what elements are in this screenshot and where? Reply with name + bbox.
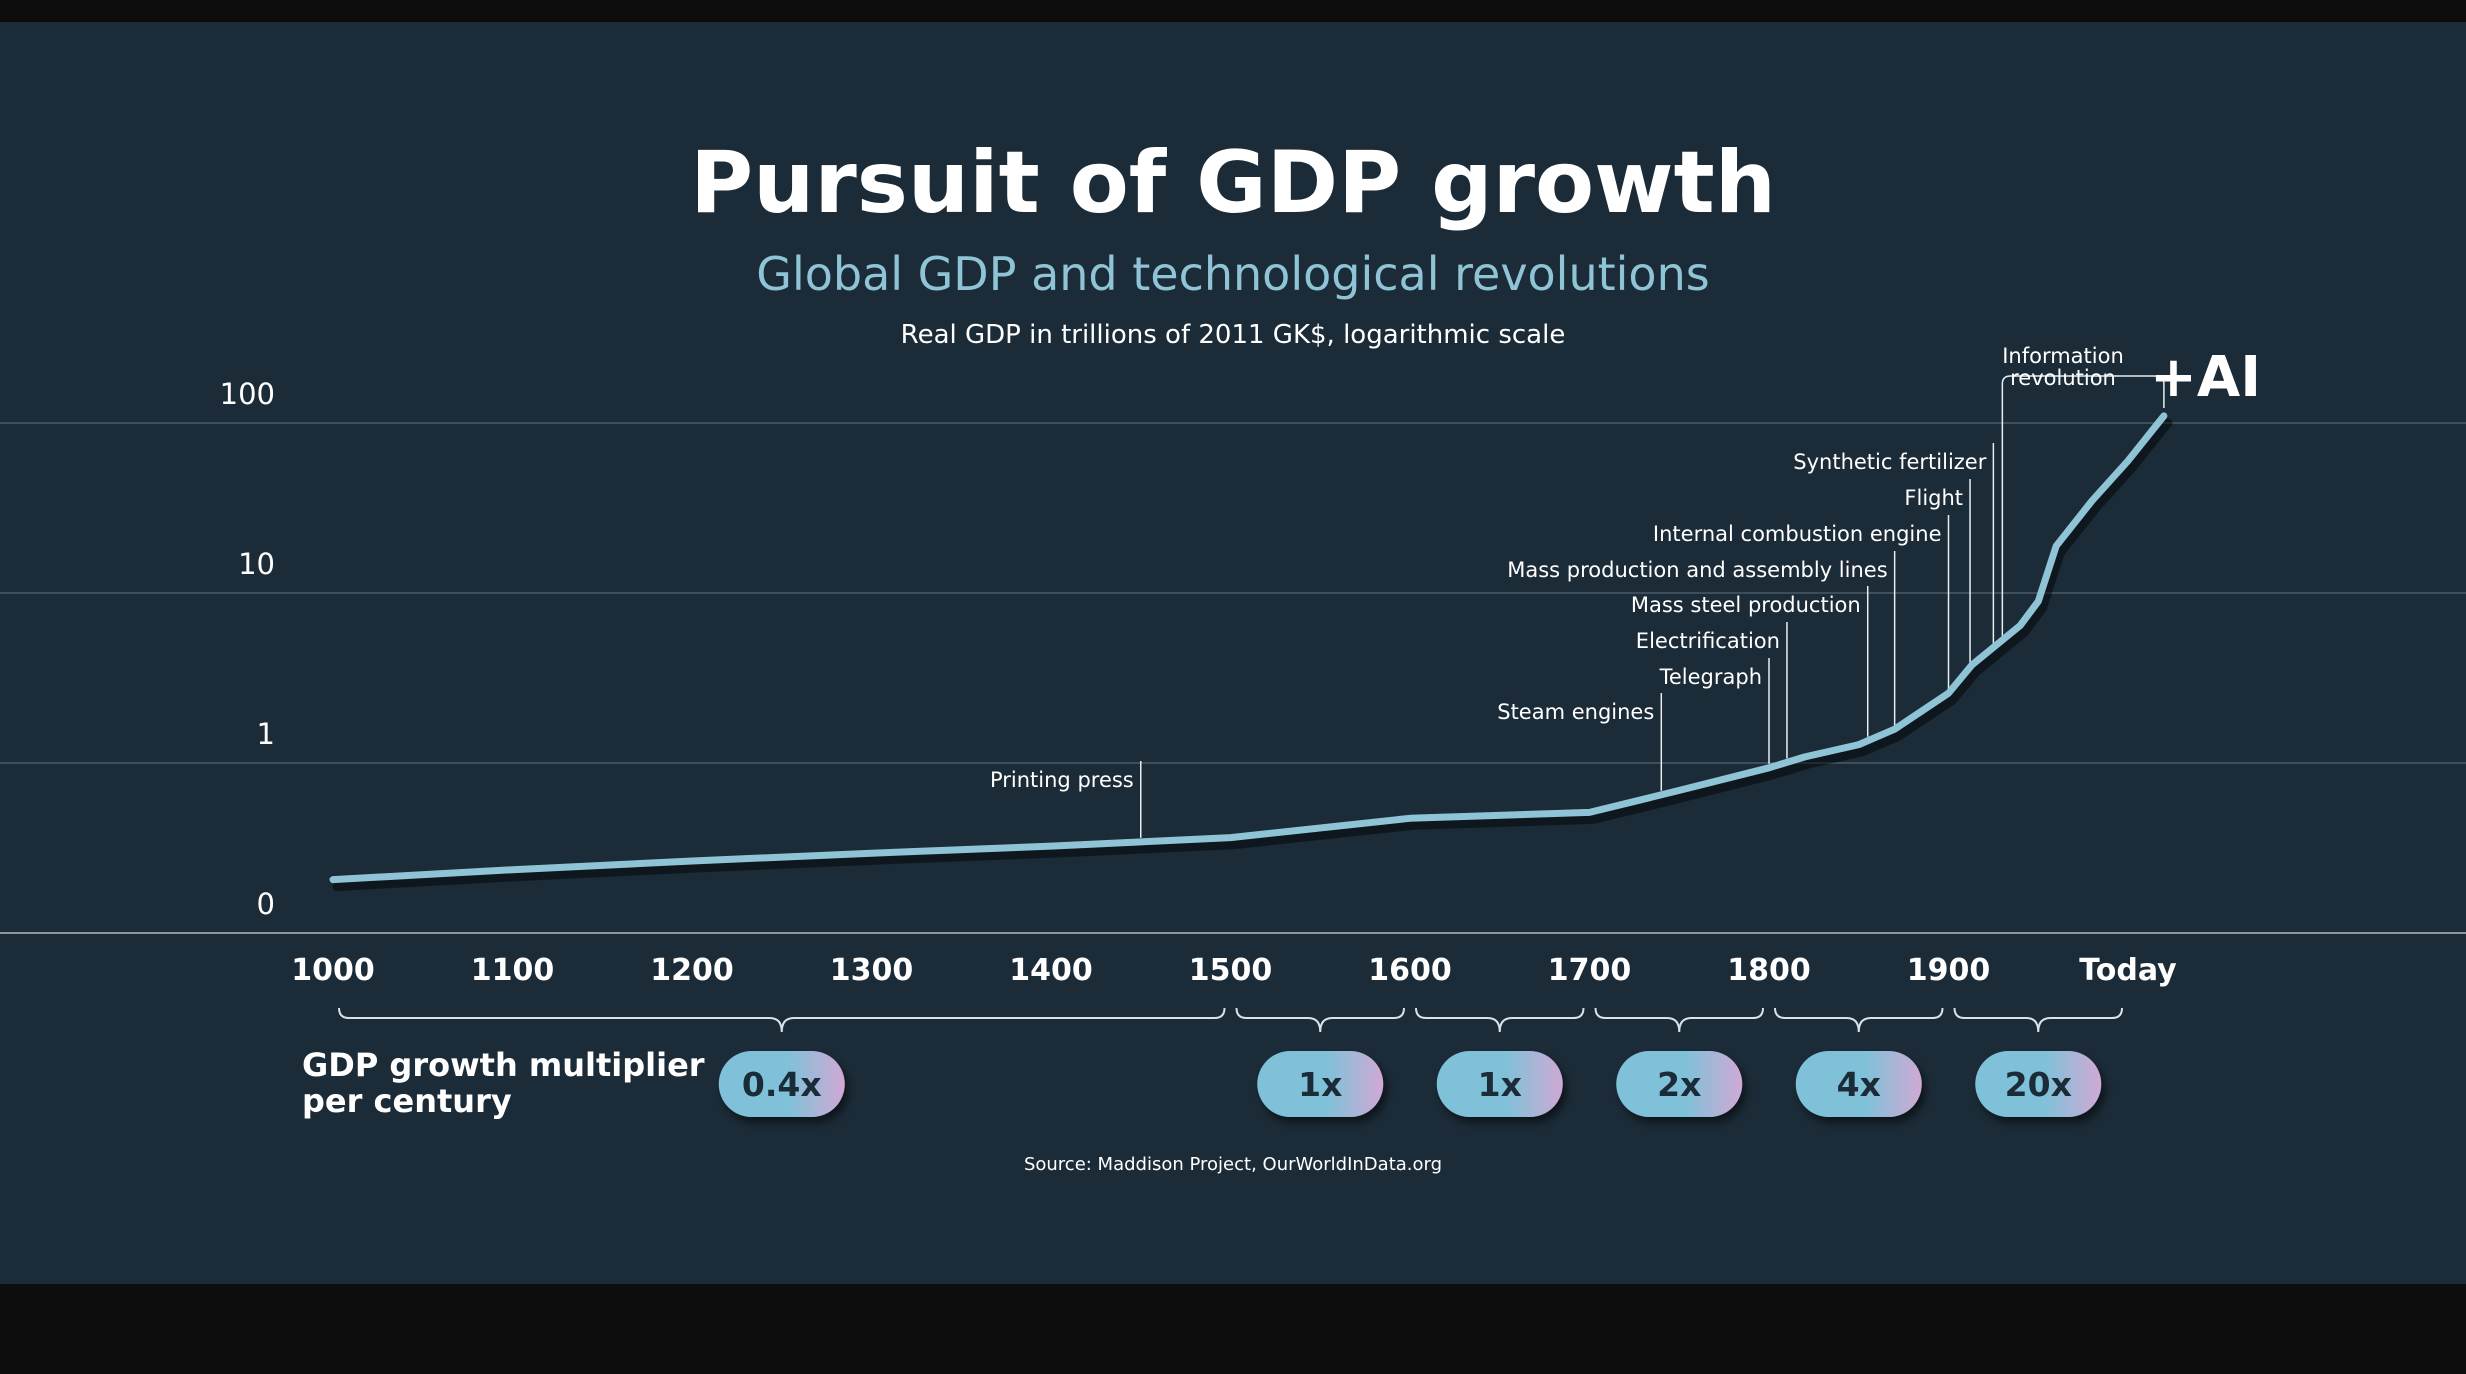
brace-layer: [338, 1007, 2123, 1033]
multiplier-brace: [1594, 1007, 1764, 1033]
x-tick-label: 1700: [1548, 953, 1632, 988]
x-tick-label: 1000: [291, 953, 375, 988]
multiplier-label-line: per century: [302, 1082, 512, 1120]
multiplier-pill: [1975, 1051, 2102, 1117]
x-tick-label: 1800: [1727, 953, 1811, 988]
multiplier-brace: [1953, 1007, 2123, 1033]
annotation-label: Internal combustion engine: [1653, 522, 1942, 546]
x-tick-label: 1400: [1009, 953, 1093, 988]
multiplier-pill: [1257, 1051, 1384, 1117]
multiplier-value: 4x: [1837, 1065, 1881, 1104]
source-note: Source: Maddison Project, OurWorldInData…: [1024, 1154, 1442, 1175]
x-tick-label: 1300: [830, 953, 914, 988]
annotation-label: Information: [2002, 344, 2124, 368]
multiplier-brace: [1415, 1007, 1585, 1033]
annotation-label: Telegraph: [1659, 665, 1762, 689]
y-tick-label: 10: [238, 547, 275, 581]
multiplier-brace: [1774, 1007, 1944, 1033]
series-line-shadow: [332, 418, 2173, 892]
x-tick-label: 1200: [650, 953, 734, 988]
line-layer: [329, 412, 2173, 892]
multiplier-value: 20x: [2005, 1065, 2072, 1104]
multiplier-value: 2x: [1657, 1065, 1701, 1104]
ai-label: +AI: [2150, 345, 2261, 410]
multiplier-value: 1x: [1478, 1065, 1522, 1104]
pill-layer: 0.4x 1x 1x 2x 4x 20x: [718, 1051, 2102, 1117]
grid-layer: [0, 422, 2466, 934]
multiplier-brace: [1235, 1007, 1405, 1033]
annotation-label: revolution: [2010, 366, 2116, 390]
annotation-label: Steam engines: [1497, 700, 1654, 724]
annotation-label: Mass production and assembly lines: [1507, 558, 1887, 582]
series-line: [329, 412, 2168, 884]
chart-subtitle: Global GDP and technological revolutions: [756, 247, 1709, 301]
multiplier-brace: [338, 1007, 1226, 1033]
chart-title: Pursuit of GDP growth: [690, 133, 1776, 233]
x-tick-label: Today: [2079, 953, 2177, 988]
annotation-label: Mass steel production: [1631, 593, 1861, 617]
y-tick-label: 100: [220, 377, 275, 411]
x-tick-layer: 1000 1100 1200 1300 1400 1500 1600 1700 1800 1900…: [291, 953, 2177, 988]
annotation-bracket: [2001, 375, 2165, 637]
multiplier-pill: [718, 1051, 845, 1117]
annotation-label: Synthetic fertilizer: [1793, 450, 1986, 474]
annotation-label: Electrification: [1636, 629, 1780, 653]
x-tick-label: 1600: [1368, 953, 1452, 988]
multiplier-pill: [1436, 1051, 1563, 1117]
x-tick-label: 1900: [1907, 953, 1991, 988]
multiplier-label: GDP growth multiplier per century: [302, 1046, 705, 1120]
multiplier-pill: [1795, 1051, 1922, 1117]
multiplier-value: 1x: [1298, 1065, 1342, 1104]
y-tick-label: 1: [257, 717, 275, 751]
x-tick-label: 1500: [1189, 953, 1273, 988]
annotation-label: Flight: [1904, 486, 1963, 510]
multiplier-value: 0.4x: [742, 1065, 822, 1104]
x-tick-label: 1100: [471, 953, 555, 988]
multiplier-pill: [1616, 1051, 1743, 1117]
y-axis-label: Real GDP in trillions of 2011 GK$, logar…: [901, 320, 1566, 350]
annotation-label: Printing press: [990, 768, 1134, 792]
y-tick-label: 0: [257, 887, 275, 921]
multiplier-label-line: GDP growth multiplier: [302, 1046, 705, 1084]
